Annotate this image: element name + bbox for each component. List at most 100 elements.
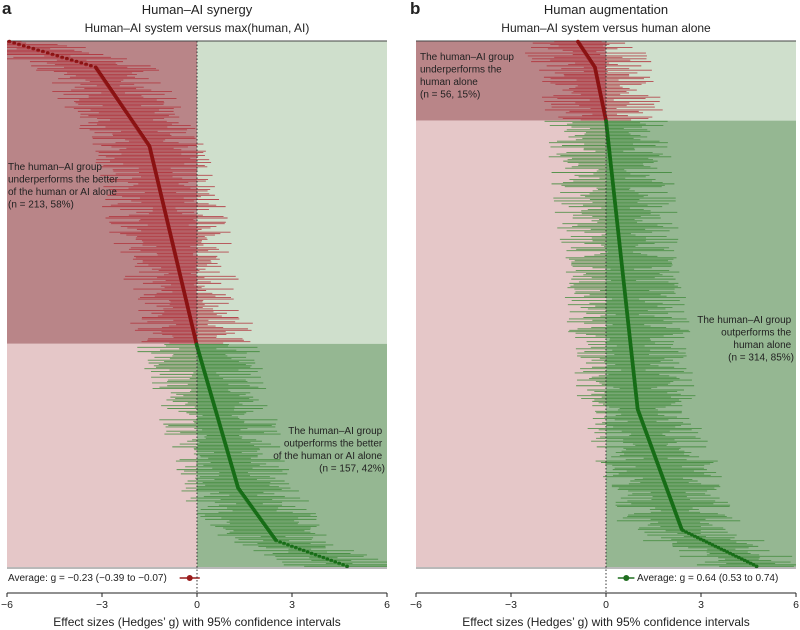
effect-point <box>698 537 703 542</box>
bg-over-left <box>7 343 197 567</box>
x-tick-label: −6 <box>1 599 13 611</box>
ann-b2-line-1: The human–AI group <box>697 315 791 326</box>
ann-a-line-3: of the human or AI alone <box>8 187 117 198</box>
effect-point <box>751 562 756 567</box>
effect-point <box>60 55 65 60</box>
effect-point <box>313 553 318 557</box>
effect-point <box>12 41 17 46</box>
effect-point <box>325 557 330 562</box>
panel-b-outperform-annotation: The human–AI group outperforms the human… <box>697 315 794 364</box>
effect-point <box>719 547 724 552</box>
panel-a-effect-sizes <box>7 39 387 581</box>
effect-point <box>748 561 753 566</box>
ann-a2-line-1: The human–AI group <box>288 426 382 437</box>
effect-point <box>739 557 744 562</box>
effect-point <box>317 554 322 559</box>
x-tick-label: 6 <box>384 599 390 611</box>
effect-point <box>274 538 279 543</box>
effect-point <box>79 61 84 65</box>
effect-point <box>36 48 41 53</box>
effect-point <box>695 535 700 540</box>
effect-point <box>754 564 759 569</box>
bg-over-left <box>416 120 606 567</box>
effect-point <box>41 49 45 54</box>
ann-a-line-2: underperforms the better <box>8 175 119 186</box>
effect-point <box>290 544 294 549</box>
panel-a-subtitle: Human–AI system versus max(human, AI) <box>85 21 310 35</box>
effect-point <box>745 560 750 564</box>
x-tick-label: −6 <box>410 599 422 611</box>
ann-a2-line-3: of the human or AI alone <box>273 451 382 462</box>
effect-point <box>21 44 26 48</box>
panel-a-title: Human–AI synergy <box>142 2 253 17</box>
panel-b-x-axis-label: Effect sizes (Hedges’ g) with 95% confid… <box>462 615 749 629</box>
ann-b2-line-4: (n = 314, 85%) <box>728 353 794 364</box>
x-tick-label: 6 <box>793 599 799 611</box>
effect-point <box>716 545 721 550</box>
ann-b-line-1: The human–AI group <box>420 52 514 63</box>
panel-a-outperform-annotation: The human–AI group outperforms the bette… <box>273 426 385 475</box>
panel-b-subtitle: Human–AI system versus human alone <box>501 21 711 35</box>
effect-point <box>737 555 741 560</box>
effect-point <box>278 540 283 545</box>
effect-point <box>321 555 326 560</box>
panel-b-effect-sizes <box>525 39 796 581</box>
effect-point <box>297 547 302 552</box>
effect-point <box>17 42 21 47</box>
ann-b2-line-3: human alone <box>733 340 791 351</box>
effect-point <box>333 560 338 564</box>
effect-point <box>725 550 730 554</box>
effect-point <box>710 543 715 547</box>
effect-point <box>282 541 286 546</box>
panel-b-title: Human augmentation <box>544 2 668 17</box>
effect-point <box>722 548 727 553</box>
effect-point <box>26 45 31 50</box>
x-tick-label: −3 <box>96 599 108 611</box>
ann-a2-line-4: (n = 157, 42%) <box>319 464 385 475</box>
panel-a-x-axis: −6 −3 0 3 6 <box>1 41 390 611</box>
effect-point <box>687 531 691 536</box>
effect-point <box>45 51 50 55</box>
effect-point <box>707 541 712 546</box>
effect-point <box>329 558 334 563</box>
effect-point <box>734 554 738 559</box>
panel-b-average-label: Average: g = 0.64 (0.53 to 0.74) <box>637 573 778 584</box>
panel-b: b Human augmentation Human–AI system ver… <box>410 0 799 629</box>
x-tick-label: 3 <box>698 599 704 611</box>
effect-point <box>7 39 12 44</box>
panel-a: a Human–AI synergy Human–AI system versu… <box>1 0 390 629</box>
ann-a2-line-2: outperforms the better <box>284 439 383 450</box>
effect-point <box>301 548 306 553</box>
effect-point <box>309 551 314 556</box>
effect-point <box>345 564 349 569</box>
panel-a-letter: a <box>2 0 12 18</box>
effect-point <box>50 52 55 57</box>
effect-point <box>742 558 747 563</box>
x-tick-label: 3 <box>289 599 295 611</box>
effect-point <box>337 561 342 566</box>
ann-b-line-2: underperforms the <box>420 65 502 76</box>
effect-point <box>701 538 706 543</box>
x-tick-label: 0 <box>603 599 609 611</box>
ann-b-line-3: human alone <box>420 77 478 88</box>
ann-a-line-4: (n = 213, 58%) <box>8 200 74 211</box>
effect-point <box>693 534 697 539</box>
effect-point <box>305 550 310 554</box>
effect-point <box>31 46 36 51</box>
panel-a-x-axis-label: Effect sizes (Hedges’ g) with 95% confid… <box>53 615 340 629</box>
effect-point <box>731 553 735 557</box>
x-tick-label: 0 <box>194 599 200 611</box>
effect-point <box>286 543 290 547</box>
ann-a-line-1: The human–AI group <box>8 162 102 173</box>
effect-point <box>74 59 79 64</box>
ann-b-line-4: (n = 56, 15%) <box>420 90 480 101</box>
effect-point <box>55 54 60 58</box>
effect-point <box>293 545 298 550</box>
effect-point <box>728 551 733 556</box>
panel-b-x-axis: −6 −3 0 3 6 <box>410 41 799 611</box>
ann-b2-line-2: outperforms the <box>721 328 791 339</box>
effect-point <box>684 530 689 535</box>
effect-point <box>681 528 686 533</box>
average-point <box>623 575 630 581</box>
